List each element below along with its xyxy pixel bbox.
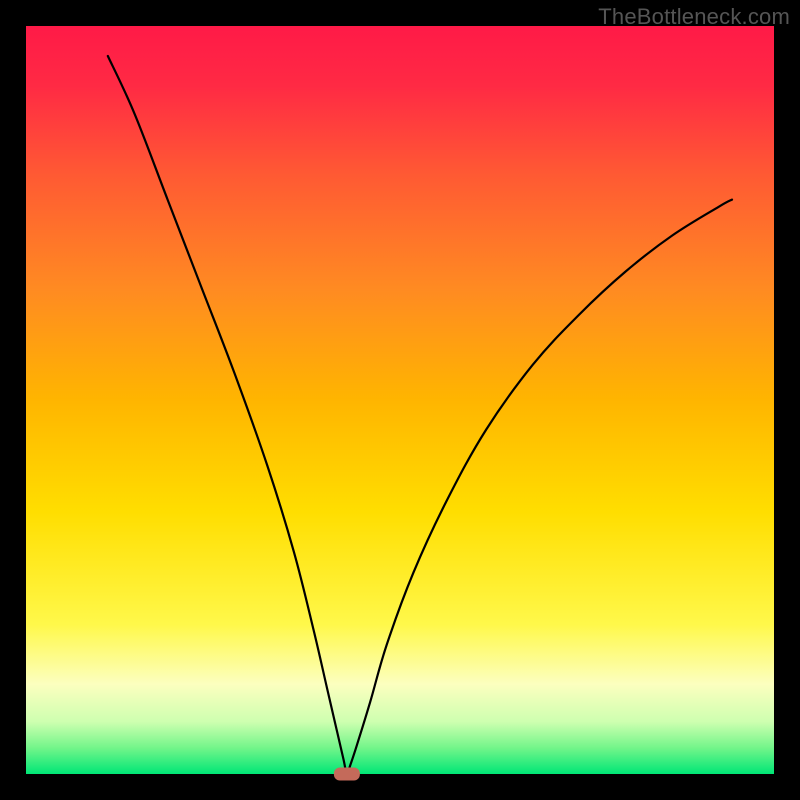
chart-background-gradient — [26, 26, 774, 774]
chart-container: TheBottleneck.com — [0, 0, 800, 800]
watermark-label: TheBottleneck.com — [598, 4, 790, 30]
bottleneck-chart — [0, 0, 800, 800]
optimal-point-marker — [334, 768, 360, 781]
